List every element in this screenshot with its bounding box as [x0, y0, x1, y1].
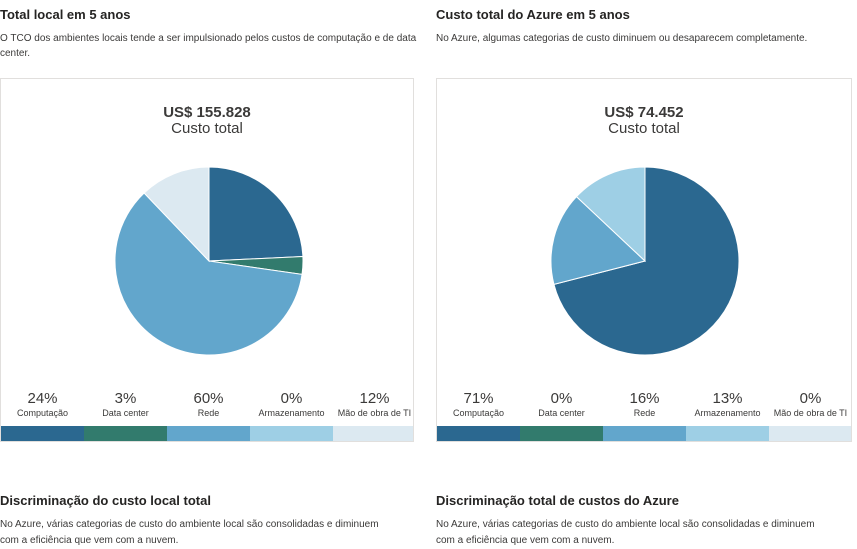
- onprem-legend-it-labor: 12% Mão de obra de TI: [333, 390, 413, 419]
- legend-pct: 60%: [193, 390, 224, 407]
- azure-title: Custo total do Azure em 5 anos: [436, 7, 630, 22]
- onprem-breakdown-description: No Azure, várias categorias de custo do …: [0, 519, 379, 546]
- legend-color-storage: [250, 426, 333, 441]
- pie-slice-network: [114, 192, 303, 356]
- azure-cost-card: US$ 74.452 Custo total 71% Computação 0%…: [436, 78, 852, 442]
- legend-name: Rede: [197, 408, 220, 418]
- onprem-breakdown-title: Discriminação do custo local total: [0, 493, 211, 508]
- onprem-total-amount: US$ 155.828: [163, 104, 251, 121]
- onprem-legend: 24% Computação 3% Data center 60% Rede 0…: [1, 390, 413, 441]
- legend-color-compute: [437, 426, 520, 441]
- azure-pie-chart: [550, 166, 740, 356]
- legend-pct: 12%: [359, 390, 390, 407]
- azure-total-label: Custo total: [608, 120, 680, 137]
- legend-name: Data center: [538, 408, 585, 418]
- onprem-legend-network: 60% Rede: [167, 390, 250, 419]
- onprem-legend-datacenter: 3% Data center: [84, 390, 167, 419]
- azure-legend-compute: 71% Computação: [437, 390, 520, 419]
- legend-pct: 3%: [114, 390, 137, 407]
- onprem-legend-storage: 0% Armazenamento: [250, 390, 333, 419]
- legend-pct: 24%: [27, 390, 58, 407]
- onprem-title: Total local em 5 anos: [0, 7, 131, 22]
- legend-color-it-labor: [769, 426, 851, 441]
- legend-name: Data center: [102, 408, 149, 418]
- azure-legend-storage: 13% Armazenamento: [686, 390, 769, 419]
- onprem-cost-card: US$ 155.828 Custo total 24% Computação 3…: [0, 78, 414, 442]
- legend-color-network: [603, 426, 686, 441]
- legend-color-network: [167, 426, 250, 441]
- pie-slice-compute: [553, 166, 740, 356]
- legend-color-datacenter: [520, 426, 603, 441]
- legend-pct: 16%: [629, 390, 660, 407]
- legend-color-compute: [1, 426, 84, 441]
- legend-pct: 13%: [712, 390, 743, 407]
- legend-pct: 71%: [463, 390, 494, 407]
- legend-pct: 0%: [550, 390, 573, 407]
- pie-slice-it-labor: [143, 166, 210, 263]
- legend-name: Armazenamento: [694, 408, 761, 418]
- onprem-total-label: Custo total: [171, 120, 243, 137]
- onprem-pie-chart: [114, 166, 304, 356]
- legend-color-datacenter: [84, 426, 167, 441]
- legend-pct: 0%: [280, 390, 303, 407]
- azure-breakdown-title: Discriminação total de custos do Azure: [436, 493, 679, 508]
- legend-name: Armazenamento: [258, 408, 325, 418]
- pie-slice-compute: [208, 166, 304, 262]
- onprem-description: O TCO dos ambientes locais tende a ser i…: [0, 33, 417, 59]
- legend-color-it-labor: [333, 426, 413, 441]
- azure-breakdown-description: No Azure, várias categorias de custo do …: [436, 519, 815, 546]
- legend-color-storage: [686, 426, 769, 441]
- azure-total-amount: US$ 74.452: [604, 104, 684, 121]
- pie-slice-network: [550, 195, 647, 285]
- azure-legend-network: 16% Rede: [603, 390, 686, 419]
- azure-description: No Azure, algumas categorias de custo di…: [436, 33, 808, 44]
- legend-name: Rede: [633, 408, 656, 418]
- legend-name: Computação: [452, 408, 505, 418]
- azure-legend-datacenter: 0% Data center: [520, 390, 603, 419]
- pie-slice-storage: [575, 166, 646, 263]
- onprem-legend-compute: 24% Computação: [1, 390, 84, 419]
- legend-name: Mão de obra de TI: [337, 408, 412, 418]
- azure-legend: 71% Computação 0% Data center 16% Rede 1…: [437, 390, 851, 441]
- legend-name: Mão de obra de TI: [773, 408, 848, 418]
- legend-name: Computação: [16, 408, 69, 418]
- azure-legend-it-labor: 0% Mão de obra de TI: [769, 390, 851, 419]
- legend-pct: 0%: [799, 390, 822, 407]
